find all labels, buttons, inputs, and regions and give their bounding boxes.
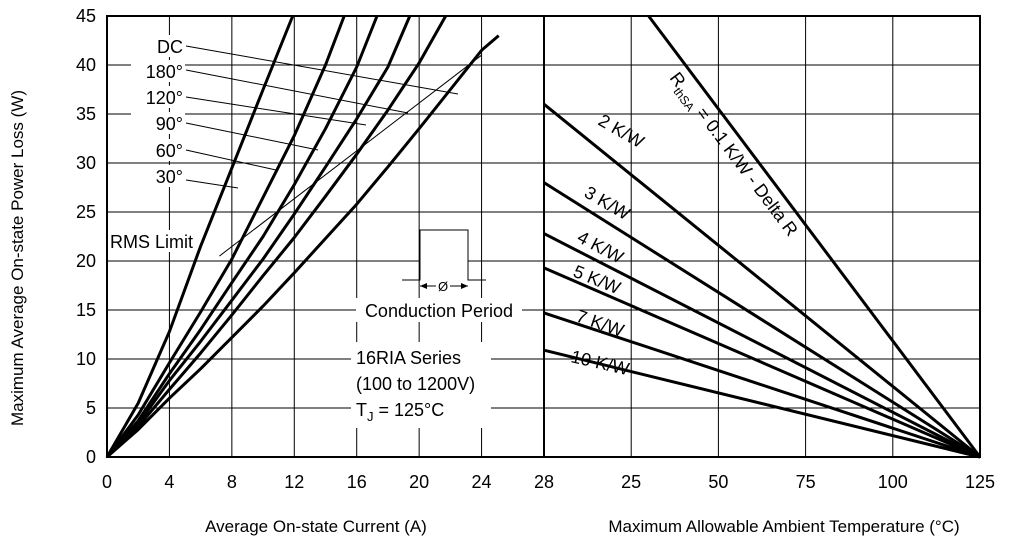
x-tick-label-right: 25	[621, 472, 641, 492]
y-axis-title: Maximum Average On-state Power Loss (W)	[8, 90, 27, 426]
thermal-label-k7: 7 K/W	[574, 306, 627, 341]
thermal-label-k10: 10 K/W	[569, 346, 631, 379]
conduction-pulse	[402, 229, 486, 281]
x-tick-label-left: 12	[284, 472, 304, 492]
arrow-left-icon	[420, 283, 427, 289]
rms-limit-label: RMS Limit	[110, 232, 193, 252]
y-tick-label: 0	[86, 447, 96, 467]
x-axis-title-right: Maximum Allowable Ambient Temperature (°…	[608, 517, 959, 536]
voltage-range: (100 to 1200V)	[356, 374, 475, 394]
leader-line-d90	[185, 122, 319, 151]
thermal-resistance-line-3	[543, 232, 981, 459]
curve-label-d30: 30°	[156, 167, 183, 187]
arrow-right-icon	[461, 283, 468, 289]
x-tick-label-left: 16	[347, 472, 367, 492]
y-tick-label: 25	[76, 202, 96, 222]
y-tick-label: 5	[86, 398, 96, 418]
y-tick-label: 35	[76, 104, 96, 124]
curve-label-d120: 120°	[146, 88, 183, 108]
curve-90	[105, 15, 379, 458]
x-tick-label-left: 0	[102, 472, 112, 492]
series-curves	[105, 15, 982, 459]
conduction-label: Conduction Period	[365, 301, 513, 321]
x-tick-label-right: 50	[708, 472, 728, 492]
label-bg-d180	[131, 60, 185, 82]
x-tick-label-left: 28	[534, 472, 554, 492]
y-tick-label: 15	[76, 300, 96, 320]
curve-dc	[106, 34, 500, 459]
y-tick-label: 30	[76, 153, 96, 173]
thermal-resistance-line-2	[543, 181, 981, 459]
leader-line-d30	[185, 179, 239, 189]
leader-line-d120	[185, 96, 367, 126]
x-tick-label-left: 4	[164, 472, 174, 492]
x-tick-label-right: 100	[878, 472, 908, 492]
y-tick-label: 20	[76, 251, 96, 271]
x-tick-label-left: 8	[227, 472, 237, 492]
label-bg-d90	[131, 112, 185, 134]
x-tick-label-left: 24	[472, 472, 492, 492]
thermal-resistance-line-6	[543, 348, 981, 459]
curve-label-d90: 90°	[156, 114, 183, 134]
thermal-label-k2: 2 K/W	[595, 110, 647, 152]
thermal-label-k3: 3 K/W	[581, 182, 633, 224]
curve-30	[105, 15, 295, 458]
x-axis-title-left: Average On-state Current (A)	[205, 517, 427, 536]
leader-line-d60	[185, 149, 277, 171]
y-tick-label: 45	[76, 6, 96, 26]
label-bg-dc	[131, 35, 185, 57]
x-tick-label-right: 125	[965, 472, 995, 492]
label-bg-d30	[131, 165, 185, 187]
curve-60	[105, 15, 346, 458]
curve-label-d180: 180°	[146, 62, 183, 82]
conduction-bg	[420, 230, 468, 280]
x-tick-label-right: 75	[796, 472, 816, 492]
rms-label-bg	[108, 230, 202, 252]
curve-180	[105, 15, 448, 459]
curve-label-dc: DC	[157, 37, 183, 57]
annotations: Ø	[108, 35, 522, 428]
y-tick-label: 10	[76, 349, 96, 369]
series-name: 16RIA Series	[356, 348, 461, 368]
series-info-bg	[351, 342, 491, 428]
conduction-period-diagram: Ø	[402, 229, 486, 294]
label-bg-d60	[131, 139, 185, 161]
x-tick-label-left: 20	[409, 472, 429, 492]
thermal-resistance-line-4	[543, 266, 981, 459]
curve-120	[105, 15, 412, 459]
phi-symbol: Ø	[438, 279, 448, 294]
label-bg-d120	[131, 86, 185, 108]
phi-bg	[436, 278, 450, 292]
junction-temp: TJ = 125°C	[356, 400, 444, 424]
rms-limit-line	[219, 54, 482, 257]
leader-line-d180	[185, 69, 409, 114]
thermal-resistance-line-1	[543, 103, 981, 459]
thermal-label-k5: 5 K/W	[571, 261, 624, 298]
tick-labels: 0 5 10 15 20 25 30 35 40 45 0 4 8 12 16 20 24 28 25 50 75 100…	[76, 6, 995, 492]
thermal-resistance-line-5	[543, 311, 981, 459]
y-tick-label: 40	[76, 55, 96, 75]
curve-label-d60: 60°	[156, 141, 183, 161]
conduction-label-bg	[356, 298, 522, 322]
thermal-resistance-line-0	[647, 15, 982, 458]
